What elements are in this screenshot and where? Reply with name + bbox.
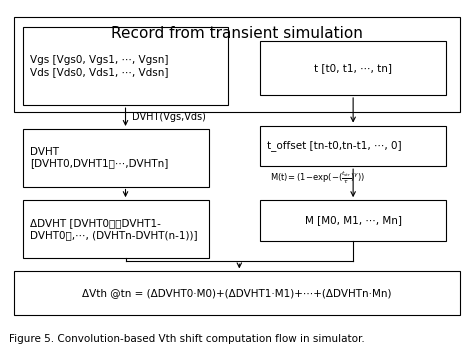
Bar	[23, 129, 209, 186]
Text: ΔDVHT [DVHT0，（DVHT1-
DVHT0）,⋯, (DVHTn-DVHT(n-1))]: ΔDVHT [DVHT0，（DVHT1- DVHT0）,⋯, (DVHTn-DV…	[30, 218, 198, 240]
Bar	[14, 17, 460, 112]
Bar	[260, 126, 446, 166]
Bar	[14, 271, 460, 316]
Bar	[23, 27, 228, 105]
Text: M(t)= (1$-$exp($-$($\frac{t_{str}}{\tau})^{\gamma}$)): M(t)= (1$-$exp($-$($\frac{t_{str}}{\tau}…	[270, 170, 365, 186]
Text: Record from transient simulation: Record from transient simulation	[111, 26, 363, 40]
Text: DVHT(Vgs,Vds): DVHT(Vgs,Vds)	[132, 112, 206, 122]
Bar	[23, 200, 209, 258]
Text: ΔVth @tn = (ΔDVHT0·M0)+(ΔDVHT1·M1)+⋯+(ΔDVHTn·Mn): ΔVth @tn = (ΔDVHT0·M0)+(ΔDVHT1·M1)+⋯+(ΔD…	[82, 288, 392, 298]
Text: t_offset [tn-t0,tn-t1, ⋯, 0]: t_offset [tn-t0,tn-t1, ⋯, 0]	[267, 140, 402, 151]
Bar	[260, 200, 446, 241]
Text: DVHT
[DVHT0,DVHT1，⋯,DVHTn]: DVHT [DVHT0,DVHT1，⋯,DVHTn]	[30, 147, 169, 169]
Bar	[260, 41, 446, 95]
Text: M [M0, M1, ⋯, Mn]: M [M0, M1, ⋯, Mn]	[305, 216, 401, 226]
Text: Figure 5. Convolution-based Vth shift computation flow in simulator.: Figure 5. Convolution-based Vth shift co…	[9, 334, 365, 344]
Text: Vgs [Vgs0, Vgs1, ⋯, Vgsn]
Vds [Vds0, Vds1, ⋯, Vdsn]: Vgs [Vgs0, Vgs1, ⋯, Vgsn] Vds [Vds0, Vds…	[30, 55, 169, 77]
Text: t [t0, t1, ⋯, tn]: t [t0, t1, ⋯, tn]	[314, 63, 392, 73]
